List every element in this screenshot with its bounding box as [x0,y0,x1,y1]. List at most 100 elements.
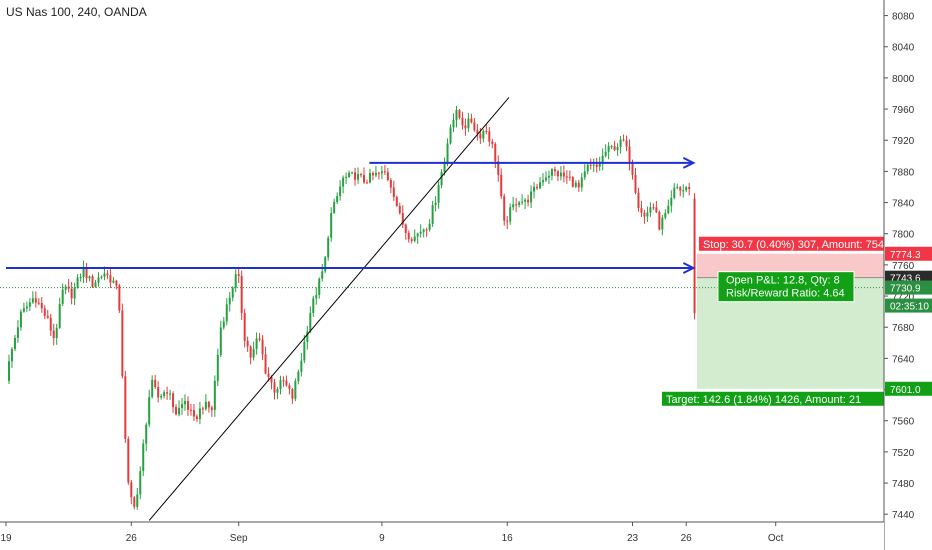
candle-body [49,317,52,331]
candle-body [294,381,297,399]
candle-body [553,169,556,172]
candle-body [401,212,404,225]
candle-body [640,208,643,213]
candle-body [267,373,270,377]
candle-body [497,161,500,175]
candle-body [28,302,31,307]
y-tick-label: 7440 [892,510,915,521]
candle-body [64,286,67,290]
candle-body [276,389,279,393]
candle-body [127,438,130,483]
candle-body [458,109,461,118]
candle-body [392,187,395,198]
candle-body [130,482,133,498]
candle-body [142,443,145,472]
candle-body [136,494,139,507]
candle-body [231,287,234,298]
candle-body [198,408,201,419]
candle-body [368,173,371,183]
y-tick-label: 7800 [892,230,915,241]
candles-group [7,105,696,510]
candle-body [398,205,401,213]
candle-body [670,197,673,206]
x-tick-label: 26 [681,533,693,544]
price-tag-timer [885,298,932,313]
candle-body [34,298,37,303]
candle-body [449,127,452,144]
candle-body [94,282,97,287]
candle-body [91,276,94,287]
candle-body [407,232,410,240]
candle-body [109,275,112,283]
candle-body [163,392,166,397]
candle-body [240,275,243,313]
candle-body [139,471,142,495]
candle-body [58,303,61,328]
candle-body [273,382,276,393]
candle-body [533,186,536,192]
candle-body [655,207,658,213]
candle-body [682,190,685,192]
candle-body [115,280,118,286]
candle-body [169,393,172,395]
x-tick-label: 9 [379,533,385,544]
candle-body [637,192,640,209]
candle-body [157,387,160,398]
candle-body [467,118,470,129]
horizontal-line-arrow-0 [682,262,696,274]
candle-body [61,289,64,304]
candle-body [124,376,127,439]
candle-body [422,229,425,232]
candle-body [613,146,616,151]
candle-body [676,187,679,189]
candle-body [404,224,407,233]
candle-body [282,380,285,382]
candle-body [151,379,154,397]
candle-body [527,199,530,203]
candle-body [482,130,485,139]
candle-body [646,212,649,217]
candle-body [306,331,309,342]
candle-body [288,385,291,389]
candle-body [464,125,467,129]
candle-body [76,277,79,288]
candle-body [324,257,327,272]
y-tick-label: 7880 [892,167,915,178]
candle-body [380,171,383,174]
candle-body [213,380,216,410]
candle-body [37,302,40,304]
candle-body [539,182,542,189]
x-tick-label: 16 [502,533,514,544]
candle-body [67,286,70,289]
candle-body [371,173,374,176]
candle-body [643,212,646,217]
y-tick-label: 7960 [892,105,915,116]
y-tick-label: 7840 [892,199,915,210]
candle-body [354,172,357,180]
candle-body [46,315,49,318]
candle-body [285,380,288,386]
candle-body [521,201,524,203]
price-tag-stop [885,246,932,261]
candle-body [565,176,568,178]
candle-body [315,295,318,299]
candle-body [443,163,446,172]
candle-body [476,130,479,134]
candle-body [673,187,676,198]
x-tick-label: 26 [126,533,138,544]
candle-body [604,151,607,156]
candle-body [175,407,178,415]
candle-body [31,298,34,303]
candle-body [327,237,330,258]
candle-body [10,349,13,362]
candle-body [85,267,88,279]
y-tick-label: 7760 [892,261,915,272]
y-tick-label: 7920 [892,136,915,147]
candle-body [547,175,550,178]
candle-body [500,174,503,197]
candle-body [386,172,389,180]
candle-body [586,164,589,172]
candle-body [667,205,670,214]
